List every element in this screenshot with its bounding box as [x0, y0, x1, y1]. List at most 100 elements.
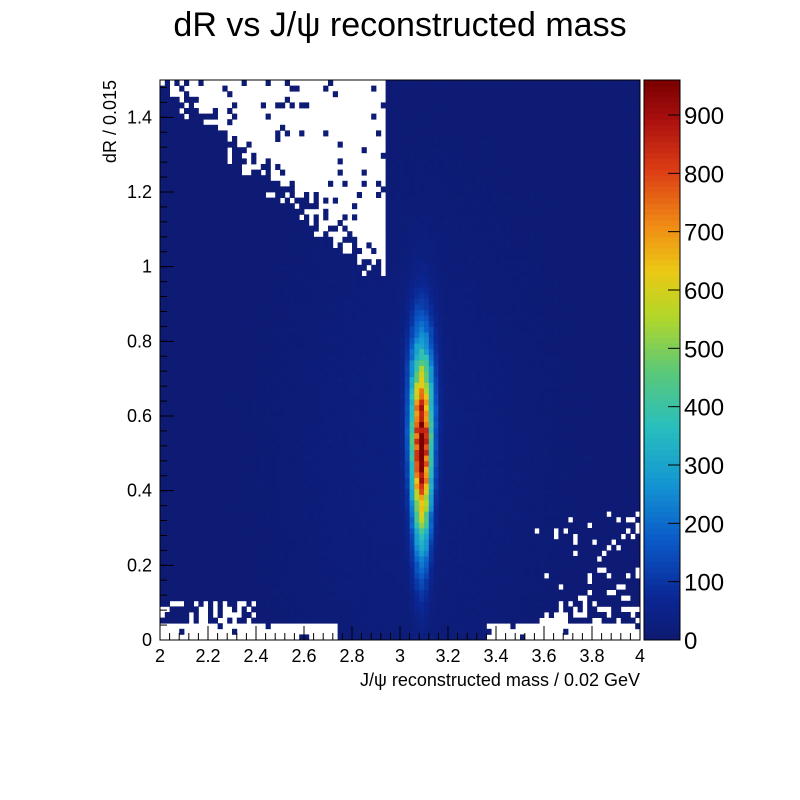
- heatmap-cell: [361, 472, 367, 478]
- heatmap-cell: [568, 348, 574, 355]
- heatmap-cell: [448, 595, 454, 602]
- heatmap-cell: [438, 634, 444, 641]
- heatmap-cell: [395, 348, 401, 355]
- heatmap-cell: [510, 360, 516, 366]
- heatmap-cell: [625, 505, 631, 512]
- heatmap-cell: [635, 483, 641, 490]
- heatmap-cell: [270, 533, 276, 540]
- heatmap-cell: [294, 522, 300, 529]
- heatmap-cell: [587, 561, 593, 568]
- heatmap-cell: [188, 432, 194, 439]
- heatmap-cell: [280, 589, 286, 596]
- heatmap-cell: [568, 343, 574, 350]
- heatmap-cell: [414, 399, 420, 406]
- heatmap-cell: [318, 354, 324, 361]
- heatmap-cell: [486, 348, 492, 355]
- heatmap-cell: [265, 382, 271, 389]
- heatmap-cell: [188, 354, 194, 361]
- heatmap-cell: [347, 399, 353, 406]
- heatmap-cell: [577, 500, 583, 506]
- heatmap-cell: [318, 584, 324, 590]
- heatmap-cell: [217, 623, 223, 630]
- heatmap-cell: [606, 432, 612, 439]
- heatmap-cell: [500, 416, 506, 422]
- heatmap-cell: [462, 348, 468, 355]
- heatmap-cell: [438, 488, 444, 495]
- heatmap-cell: [582, 376, 588, 383]
- heatmap-cell: [212, 354, 218, 361]
- heatmap-cell: [160, 528, 166, 534]
- heatmap-cell: [356, 421, 362, 428]
- heatmap-cell: [179, 343, 185, 350]
- heatmap-cell: [203, 500, 209, 506]
- heatmap-cell: [400, 466, 406, 473]
- heatmap-cell: [256, 388, 262, 394]
- heatmap-cell: [318, 477, 324, 484]
- heatmap-cell: [476, 578, 482, 585]
- heatmap-cell: [457, 365, 463, 372]
- heatmap-cell: [400, 488, 406, 495]
- heatmap-cell: [361, 572, 367, 579]
- heatmap-cell: [356, 399, 362, 406]
- heatmap-cell: [428, 483, 434, 490]
- heatmap-cell: [337, 427, 343, 434]
- heatmap-cell: [294, 612, 300, 618]
- heatmap-cell: [179, 393, 185, 400]
- heatmap-cell: [270, 595, 276, 602]
- heatmap-cell: [457, 628, 463, 635]
- heatmap-cell: [625, 511, 631, 518]
- heatmap-cell: [563, 393, 569, 400]
- heatmap-cell: [548, 449, 554, 456]
- heatmap-cell: [515, 505, 521, 512]
- heatmap-cell: [366, 516, 372, 523]
- heatmap-cell: [476, 404, 482, 411]
- heatmap-cell: [448, 617, 454, 624]
- heatmap-cell: [265, 455, 271, 462]
- heatmap-cell: [620, 460, 626, 467]
- heatmap-cell: [424, 427, 430, 434]
- heatmap-cell: [313, 511, 319, 518]
- heatmap-cell: [395, 539, 401, 546]
- heatmap-cell: [160, 460, 166, 467]
- heatmap-cell: [179, 444, 185, 450]
- heatmap-cell: [222, 472, 228, 478]
- heatmap-cell: [308, 455, 314, 462]
- heatmap-cell: [275, 589, 281, 596]
- heatmap-cell: [601, 460, 607, 467]
- heatmap-cell: [500, 595, 506, 602]
- heatmap-cell: [188, 371, 194, 378]
- heatmap-cell: [433, 455, 439, 462]
- heatmap-cell: [582, 438, 588, 445]
- heatmap-cell: [227, 371, 233, 378]
- heatmap-cell: [419, 388, 425, 394]
- heatmap-cell: [428, 376, 434, 383]
- heatmap-cell: [169, 578, 175, 585]
- heatmap-cell: [563, 500, 569, 506]
- heatmap-cell: [366, 612, 372, 618]
- heatmap-cell: [203, 382, 209, 389]
- heatmap-cell: [212, 365, 218, 372]
- heatmap-cell: [491, 410, 497, 417]
- heatmap-cell: [169, 365, 175, 372]
- heatmap-cell: [548, 365, 554, 372]
- heatmap-cell: [510, 505, 516, 512]
- heatmap-cell: [563, 388, 569, 394]
- heatmap-cell: [505, 466, 511, 473]
- heatmap-cell: [496, 388, 502, 394]
- heatmap-cell: [208, 455, 214, 462]
- heatmap-cell: [332, 382, 338, 389]
- heatmap-cell: [371, 365, 377, 372]
- heatmap-cells: [160, 80, 641, 641]
- heatmap-cell: [160, 432, 166, 439]
- heatmap-cell: [236, 354, 242, 361]
- heatmap-cell: [587, 500, 593, 506]
- heatmap-cell: [380, 388, 386, 394]
- heatmap-cell: [443, 382, 449, 389]
- heatmap-cell: [520, 561, 526, 568]
- heatmap-cell: [208, 472, 214, 478]
- heatmap-cell: [553, 595, 559, 602]
- heatmap-cell: [438, 393, 444, 400]
- heatmap-cell: [222, 544, 228, 551]
- heatmap-cell: [448, 382, 454, 389]
- heatmap-cell: [318, 427, 324, 434]
